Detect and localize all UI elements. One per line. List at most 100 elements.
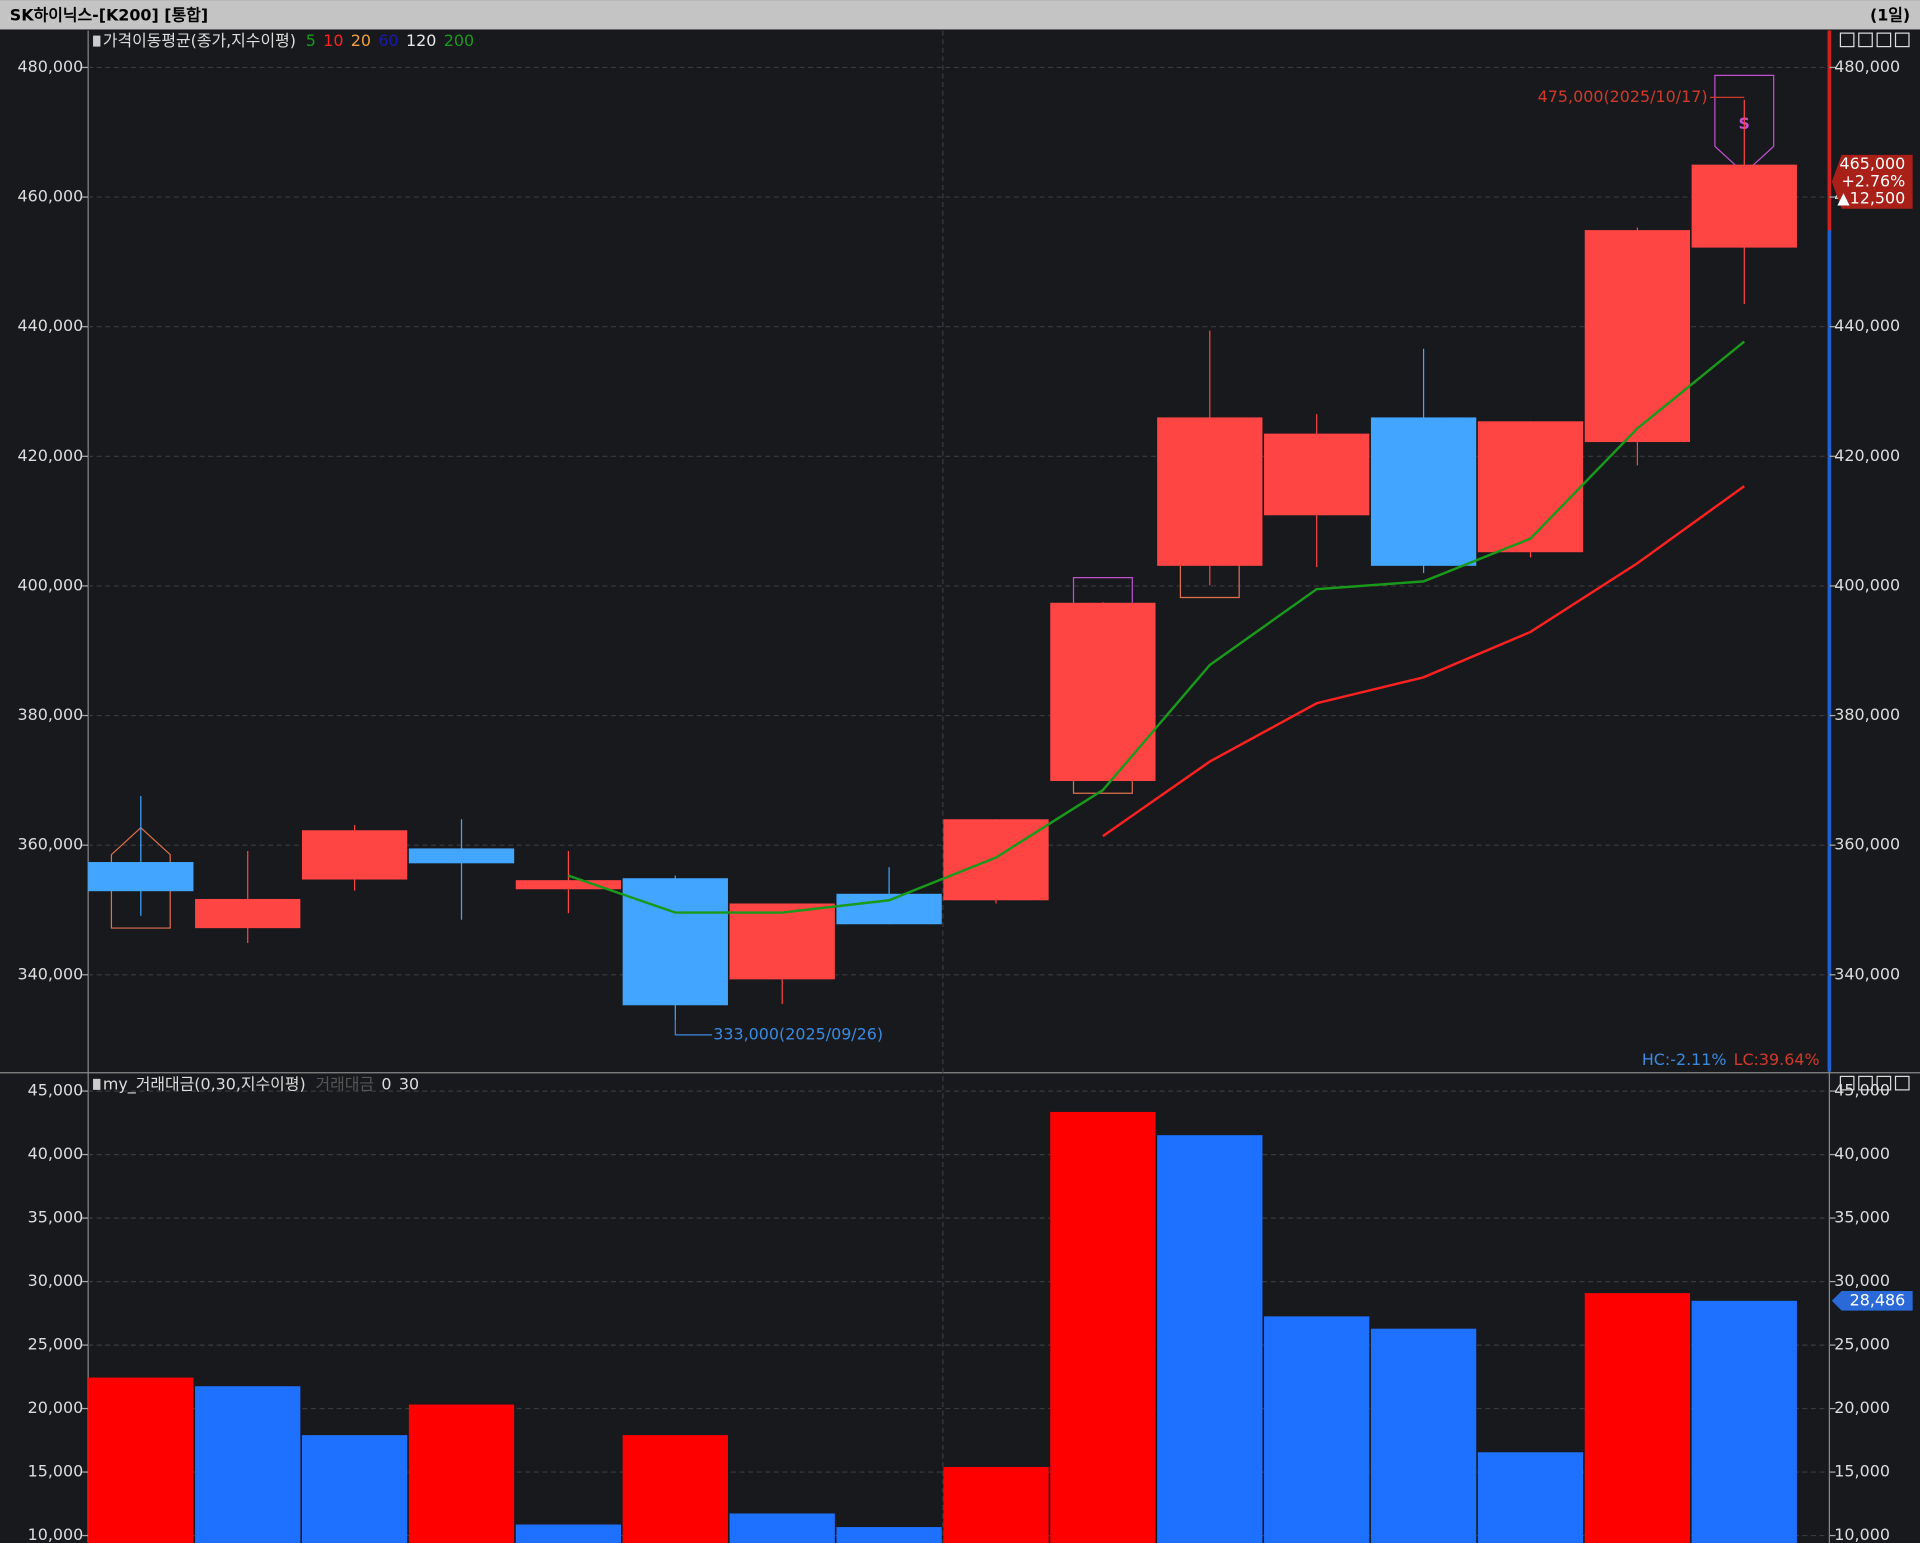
candle-body <box>195 898 301 929</box>
candle-body <box>1477 421 1584 553</box>
hc-label: HC:-2.11% <box>1642 1050 1727 1069</box>
button[interactable] <box>1876 32 1892 48</box>
high-label: 475,000(2025/10/17) <box>1538 87 1708 106</box>
signal-marker <box>1714 74 1775 175</box>
low-label: 333,000(2025/09/26) <box>713 1024 883 1043</box>
last-value-label: 28,486 <box>1850 1290 1906 1309</box>
volume-bar <box>515 1524 622 1543</box>
y-tick-label: 440,000 <box>1834 316 1900 335</box>
candle-body <box>515 880 622 890</box>
volume-bar <box>1691 1300 1797 1543</box>
volume-bar <box>1264 1316 1370 1543</box>
y-tick-label: 360,000 <box>17 835 83 854</box>
title: SK하이닉스-[K200] [통합] <box>10 5 208 24</box>
candle-body <box>836 893 942 925</box>
y-tick-label: 480,000 <box>1834 57 1900 76</box>
legend-entry: 120 <box>406 31 436 50</box>
candle-body <box>1691 164 1797 248</box>
y-tick-label: 380,000 <box>1834 705 1900 724</box>
y-tick-label: 380,000 <box>17 705 83 724</box>
y-tick-label: 40,000 <box>28 1144 84 1163</box>
y-tick-label: 460,000 <box>17 187 83 206</box>
y-tick-label: 420,000 <box>17 446 83 465</box>
candle-body <box>88 862 194 892</box>
button[interactable] <box>1894 1075 1910 1091</box>
y-tick-label: 10,000 <box>1834 1525 1890 1543</box>
legend-entry: 30 <box>399 1074 419 1093</box>
legend-entry: 5 <box>306 31 316 50</box>
y-tick-label: 20,000 <box>1834 1398 1890 1417</box>
y-tick-label: 340,000 <box>17 964 83 983</box>
volume-bar <box>1157 1135 1263 1543</box>
legend-entry: 20 <box>351 31 371 50</box>
y-tick-label: 25,000 <box>1834 1335 1890 1354</box>
y-tick-label: 480,000 <box>17 57 83 76</box>
volume-bar <box>1477 1452 1584 1543</box>
volume-bar <box>943 1466 1049 1543</box>
legend-icon <box>93 1078 101 1090</box>
volume-bar <box>1050 1111 1156 1543</box>
candle-body <box>408 848 515 864</box>
legend-entry: 60 <box>378 31 398 50</box>
y-tick-label: 45,000 <box>1834 1081 1890 1100</box>
y-tick-label: 20,000 <box>28 1398 84 1417</box>
y-tick-label: 360,000 <box>1834 835 1900 854</box>
candle-body <box>1370 417 1477 566</box>
legend-entry: 200 <box>444 31 474 50</box>
candle-body <box>943 819 1049 901</box>
y-tick-label: 25,000 <box>28 1335 84 1354</box>
legend-title: 가격이동평균(종가,지수이평) <box>103 31 296 50</box>
period: (1일) <box>1870 5 1910 24</box>
price-box <box>1831 154 1913 209</box>
button[interactable] <box>1894 32 1910 48</box>
y-tick-label: 45,000 <box>28 1081 84 1100</box>
lc-label: LC:39.64% <box>1734 1050 1820 1069</box>
legend-entry: 거래대금 <box>315 1074 374 1093</box>
y-tick-label: 400,000 <box>17 575 83 594</box>
price-box-price: 465,000 <box>1840 154 1906 173</box>
candle-body <box>1584 230 1691 443</box>
button[interactable] <box>1839 1075 1855 1091</box>
y-tick-label: 340,000 <box>1834 964 1900 983</box>
y-tick-label: 440,000 <box>17 316 83 335</box>
candle-body <box>1050 602 1156 782</box>
y-tick-label: 30,000 <box>1834 1271 1890 1290</box>
volume-bar <box>88 1377 194 1543</box>
volume-bar <box>729 1513 835 1543</box>
candle-body <box>729 903 835 980</box>
candle-body <box>301 830 408 880</box>
volume-bar <box>622 1435 728 1543</box>
candle-body <box>1264 433 1370 516</box>
y-tick-label: 35,000 <box>28 1208 84 1227</box>
candle-body <box>622 878 728 1006</box>
candle-body <box>1157 417 1263 566</box>
volume-bar <box>1584 1293 1691 1543</box>
legend-entry: 10 <box>323 31 343 50</box>
volume-bar <box>836 1527 942 1543</box>
y-tick-label: 30,000 <box>28 1271 84 1290</box>
y-tick-label: 15,000 <box>1834 1462 1890 1481</box>
legend-icon <box>93 35 101 47</box>
window-buttons[interactable] <box>1839 32 1910 1091</box>
y-tick-label: 10,000 <box>28 1525 84 1543</box>
y-tick-label: 35,000 <box>1834 1208 1890 1227</box>
button[interactable] <box>1839 32 1855 48</box>
legend-title: my_거래대금(0,30,지수이평) <box>103 1074 306 1094</box>
y-tick-label: 15,000 <box>28 1462 84 1481</box>
title-bar <box>0 0 1920 30</box>
volume-bar <box>195 1386 301 1543</box>
price-box-pct: +2.76% <box>1841 171 1905 190</box>
volume-bar <box>301 1435 408 1543</box>
button[interactable] <box>1858 32 1873 48</box>
volume-bar <box>408 1404 515 1543</box>
volume-bar <box>1370 1328 1477 1543</box>
button[interactable] <box>1858 1075 1873 1091</box>
low-leader <box>674 1020 713 1036</box>
y-tick-label: 400,000 <box>1834 575 1900 594</box>
ma-line <box>568 340 1746 914</box>
button[interactable] <box>1876 1075 1892 1091</box>
ma-line <box>1102 485 1746 838</box>
y-tick-label: 420,000 <box>1834 446 1900 465</box>
price-box-change: ▲12,500 <box>1837 188 1905 207</box>
